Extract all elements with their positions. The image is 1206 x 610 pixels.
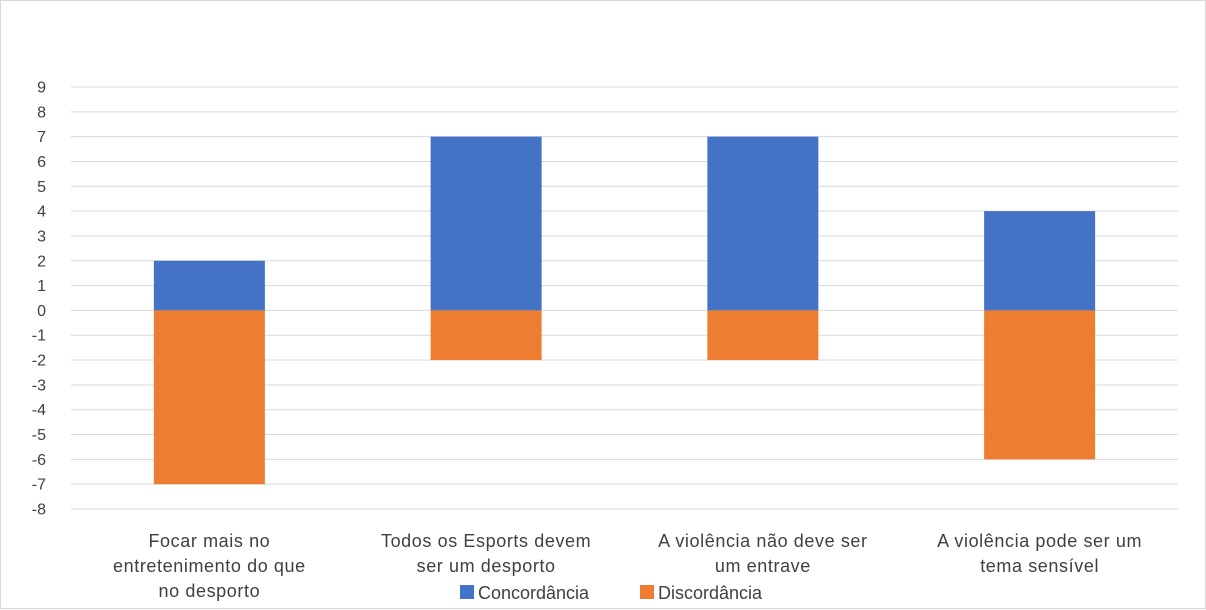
category-label: Focar mais no (148, 531, 270, 551)
bar-concordancia (153, 260, 265, 311)
bar-discordancia (707, 310, 819, 361)
y-tick-label: -7 (32, 477, 46, 494)
y-tick-label: -1 (32, 328, 46, 345)
y-tick-label: 1 (37, 278, 46, 295)
bar-concordancia (984, 211, 1096, 311)
legend-swatch (640, 585, 654, 599)
y-tick-label: -6 (32, 452, 46, 469)
category-labels: Focar mais no entretenimento do que no des… (113, 531, 1142, 601)
bar-layer (153, 136, 1096, 485)
bar-discordancia (984, 310, 1096, 460)
y-tick-label: -4 (32, 402, 46, 419)
bar-discordancia (153, 310, 265, 485)
y-axis-ticks: 9 8 7 6 5 4 3 2 1 0 -1 -2 -3 -4 -5 -6 -7 -8 (32, 80, 46, 519)
y-tick-label: 0 (37, 303, 46, 320)
bar-discordancia (430, 310, 542, 361)
legend-label: Concordância (478, 583, 590, 603)
category-label: no desporto (159, 581, 261, 601)
category-label: A violência pode ser um (937, 531, 1142, 551)
y-tick-label: 6 (37, 154, 46, 171)
y-tick-label: 4 (37, 204, 46, 221)
y-tick-label: 7 (37, 129, 46, 146)
category-label: tema sensível (980, 556, 1099, 576)
y-tick-label: 8 (37, 104, 46, 121)
y-tick-label: 2 (37, 253, 46, 270)
category-label: ser um desporto (417, 556, 556, 576)
legend: Concordância Discordância (460, 583, 763, 603)
y-tick-label: 5 (37, 179, 46, 196)
legend-label: Discordância (658, 583, 763, 603)
bar-concordancia (707, 136, 819, 311)
bar-concordancia (430, 136, 542, 311)
legend-swatch (460, 585, 474, 599)
y-tick-label: -8 (32, 502, 46, 519)
category-label: Todos os Esports devem (381, 531, 591, 551)
y-tick-label: 9 (37, 80, 46, 97)
y-tick-label: 3 (37, 228, 46, 245)
category-label: entretenimento do que (113, 556, 306, 576)
y-tick-label: -2 (32, 353, 46, 370)
category-label: A violência não deve ser (658, 531, 868, 551)
y-tick-label: -3 (32, 377, 46, 394)
category-label: um entrave (715, 556, 811, 576)
y-tick-label: -5 (32, 427, 46, 444)
